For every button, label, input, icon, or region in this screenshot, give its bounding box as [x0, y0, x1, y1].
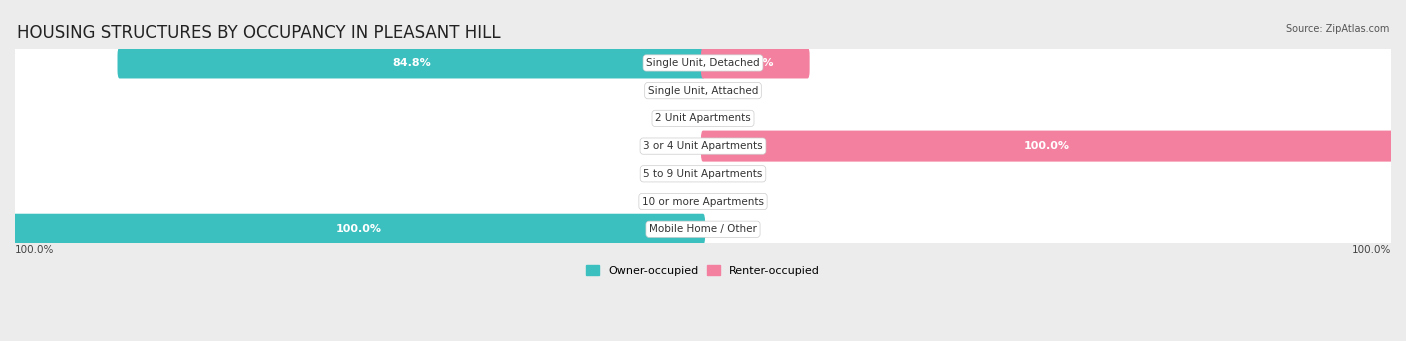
Text: 0.0%: 0.0%	[713, 224, 741, 234]
Text: 84.8%: 84.8%	[392, 58, 430, 68]
FancyBboxPatch shape	[15, 159, 1391, 188]
FancyBboxPatch shape	[702, 131, 1393, 162]
Text: 0.0%: 0.0%	[665, 196, 693, 207]
FancyBboxPatch shape	[15, 215, 1391, 244]
Text: 5 to 9 Unit Apartments: 5 to 9 Unit Apartments	[644, 169, 762, 179]
Text: 0.0%: 0.0%	[665, 169, 693, 179]
Text: 100.0%: 100.0%	[1351, 245, 1391, 255]
Text: 0.0%: 0.0%	[665, 114, 693, 123]
Text: 0.0%: 0.0%	[665, 86, 693, 96]
Text: 100.0%: 100.0%	[15, 245, 55, 255]
Text: 100.0%: 100.0%	[1024, 141, 1070, 151]
Text: 10 or more Apartments: 10 or more Apartments	[643, 196, 763, 207]
FancyBboxPatch shape	[702, 47, 810, 78]
Text: 0.0%: 0.0%	[713, 169, 741, 179]
Text: 0.0%: 0.0%	[665, 141, 693, 151]
Text: 0.0%: 0.0%	[713, 86, 741, 96]
FancyBboxPatch shape	[15, 48, 1391, 77]
FancyBboxPatch shape	[118, 47, 704, 78]
FancyBboxPatch shape	[13, 214, 704, 245]
Text: Single Unit, Detached: Single Unit, Detached	[647, 58, 759, 68]
Legend: Owner-occupied, Renter-occupied: Owner-occupied, Renter-occupied	[581, 261, 825, 280]
FancyBboxPatch shape	[15, 76, 1391, 105]
Text: 15.2%: 15.2%	[735, 58, 775, 68]
Text: 2 Unit Apartments: 2 Unit Apartments	[655, 114, 751, 123]
Text: Source: ZipAtlas.com: Source: ZipAtlas.com	[1285, 24, 1389, 34]
Text: 3 or 4 Unit Apartments: 3 or 4 Unit Apartments	[643, 141, 763, 151]
Text: Mobile Home / Other: Mobile Home / Other	[650, 224, 756, 234]
Text: HOUSING STRUCTURES BY OCCUPANCY IN PLEASANT HILL: HOUSING STRUCTURES BY OCCUPANCY IN PLEAS…	[17, 24, 501, 42]
Text: 0.0%: 0.0%	[713, 196, 741, 207]
FancyBboxPatch shape	[15, 132, 1391, 161]
FancyBboxPatch shape	[15, 187, 1391, 216]
Text: Single Unit, Attached: Single Unit, Attached	[648, 86, 758, 96]
Text: 0.0%: 0.0%	[713, 114, 741, 123]
FancyBboxPatch shape	[15, 104, 1391, 133]
Text: 100.0%: 100.0%	[336, 224, 382, 234]
